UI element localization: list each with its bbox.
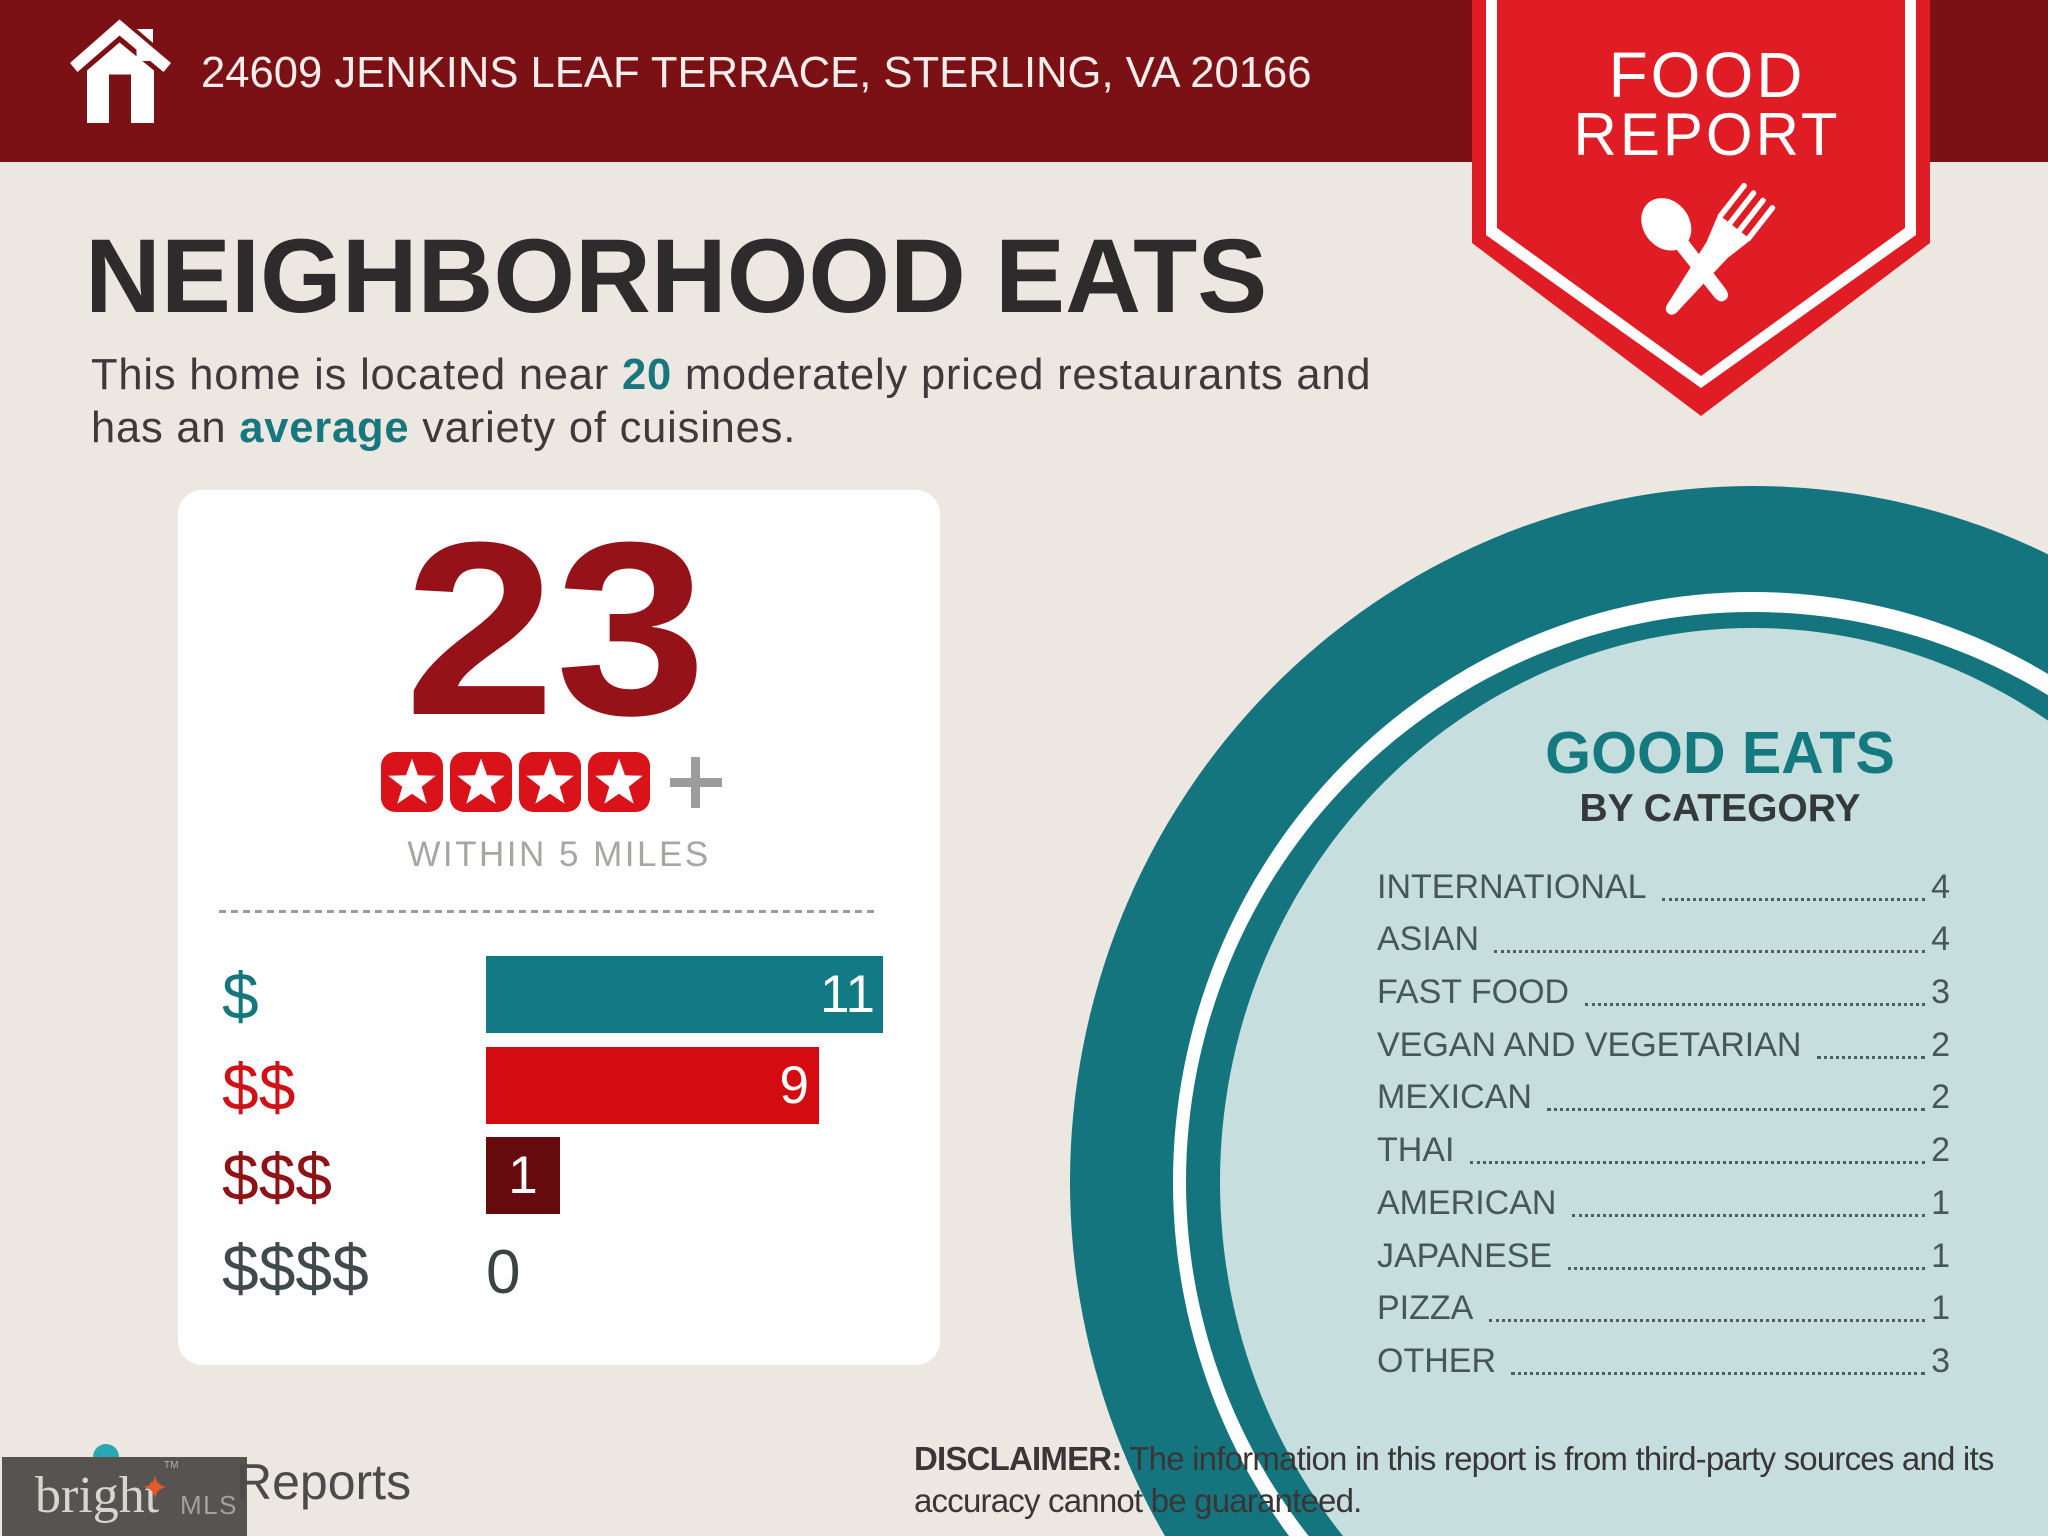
svg-text:FOOD: FOOD: [1609, 39, 1806, 111]
svg-text:REPORT: REPORT: [1574, 101, 1841, 168]
